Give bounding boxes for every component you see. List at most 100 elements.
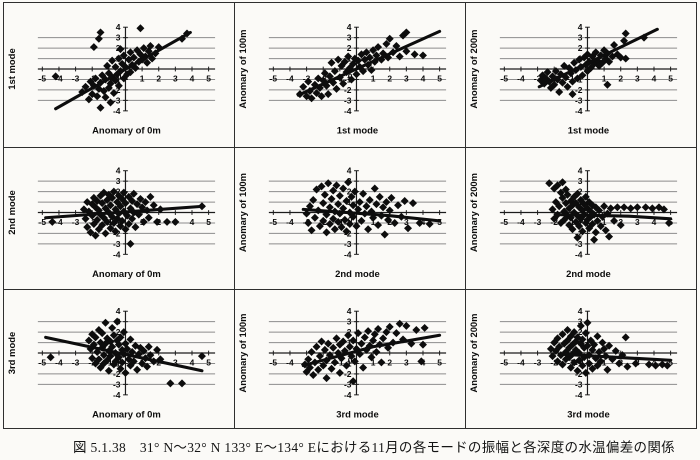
data-point-diamond	[309, 370, 318, 379]
data-point-diamond	[332, 334, 341, 343]
trend-line	[44, 204, 206, 220]
x-tick-label: -1	[567, 73, 575, 83]
data-point-diamond	[325, 203, 334, 212]
data-point-diamond	[46, 353, 55, 362]
data-point-diamond	[324, 90, 333, 99]
origin-tick-label: 0	[117, 71, 122, 81]
y-tick-label: 2	[578, 187, 583, 197]
data-point-diamond	[106, 337, 115, 346]
data-point-diamond	[334, 55, 343, 64]
x-axis-label: Anomary of 0m	[92, 126, 161, 137]
data-point-diamond	[395, 52, 404, 61]
data-point-diamond	[362, 202, 371, 211]
data-point-diamond	[344, 178, 353, 187]
x-tick-label: 5	[437, 73, 442, 83]
data-point-diamond	[84, 336, 93, 345]
data-point-diamond	[116, 333, 125, 342]
data-point-diamond	[342, 227, 351, 236]
data-point-diamond	[384, 215, 393, 224]
data-point-diamond	[565, 221, 574, 230]
x-tick-label: -5	[501, 357, 509, 367]
data-point-diamond	[166, 379, 175, 388]
x-tick-label: 4	[421, 73, 426, 83]
data-point-diamond	[350, 187, 359, 196]
y-tick-label: -4	[575, 106, 583, 116]
x-tick-label: 2	[156, 73, 161, 83]
data-point-diamond	[335, 368, 344, 377]
data-point-diamond	[118, 216, 127, 225]
data-point-diamond	[570, 328, 579, 337]
data-point-diamond	[591, 228, 600, 237]
data-point-diamond	[611, 346, 620, 355]
y-tick-label: -2	[575, 369, 583, 379]
data-point-diamond	[139, 346, 148, 355]
data-point-diamond	[116, 45, 125, 54]
y-tick-label: -4	[113, 390, 121, 400]
data-point-diamond	[581, 329, 590, 338]
y-tick-label: -4	[344, 106, 352, 116]
data-point-diamond	[377, 358, 386, 367]
origin-tick-label: 0	[348, 355, 353, 365]
data-point-diamond	[580, 353, 589, 362]
y-tick-label: -3	[575, 239, 583, 249]
trend-line	[554, 213, 673, 221]
data-point-diamond	[119, 328, 128, 337]
data-point-diamond	[588, 201, 597, 210]
data-point-diamond	[81, 214, 90, 223]
data-point-diamond	[384, 343, 393, 352]
data-point-diamond	[352, 70, 361, 79]
y-axis-label: Anomary of 200m	[469, 173, 480, 252]
x-tick-label: -3	[72, 217, 80, 227]
y-tick-label: 4	[578, 22, 583, 32]
data-point-diamond	[96, 28, 105, 37]
data-point-diamond	[126, 68, 135, 77]
data-point-diamond	[121, 199, 130, 208]
data-point-diamond	[374, 43, 383, 52]
data-point-diamond	[136, 194, 145, 203]
data-point-diamond	[309, 195, 318, 204]
data-point-diamond	[94, 355, 103, 364]
data-point-diamond	[583, 318, 592, 327]
data-point-diamond	[367, 353, 376, 362]
data-point-diamond	[613, 203, 622, 212]
y-tick-label: 4	[116, 166, 121, 176]
data-point-diamond	[560, 339, 569, 348]
data-point-diamond	[109, 89, 118, 98]
x-tick-label: 2	[618, 73, 623, 83]
x-tick-label: -1	[336, 357, 344, 367]
x-tick-label: -4	[286, 217, 294, 227]
data-point-diamond	[121, 339, 130, 348]
data-point-diamond	[146, 192, 155, 201]
data-point-diamond	[96, 191, 105, 200]
x-tick-label: -4	[517, 217, 525, 227]
x-tick-label: 4	[652, 73, 657, 83]
data-point-diamond	[631, 359, 640, 368]
data-point-diamond	[98, 199, 107, 208]
data-point-diamond	[551, 67, 560, 76]
data-point-diamond	[114, 81, 123, 90]
data-point-diamond	[146, 351, 155, 360]
data-point-diamond	[131, 223, 140, 232]
data-point-diamond	[114, 54, 123, 63]
data-point-diamond	[124, 220, 133, 229]
data-point-diamond	[543, 68, 552, 77]
data-point-diamond	[573, 189, 582, 198]
data-point-diamond	[593, 216, 602, 225]
data-point-diamond	[573, 74, 582, 83]
data-point-diamond	[106, 79, 115, 88]
data-point-diamond	[322, 374, 331, 383]
x-axis-label: 3rd mode	[336, 410, 378, 421]
data-point-diamond	[146, 42, 155, 51]
data-point-diamond	[143, 362, 152, 371]
data-point-diamond	[626, 204, 635, 213]
y-tick-label: 3	[347, 33, 352, 43]
data-point-diamond	[585, 224, 594, 233]
x-axis-label: 3rd mode	[567, 410, 609, 421]
data-point-diamond	[595, 206, 604, 215]
y-tick-label: 4	[347, 166, 352, 176]
data-point-diamond	[89, 43, 98, 52]
x-tick-label: 3	[173, 73, 178, 83]
data-point-diamond	[96, 103, 105, 112]
